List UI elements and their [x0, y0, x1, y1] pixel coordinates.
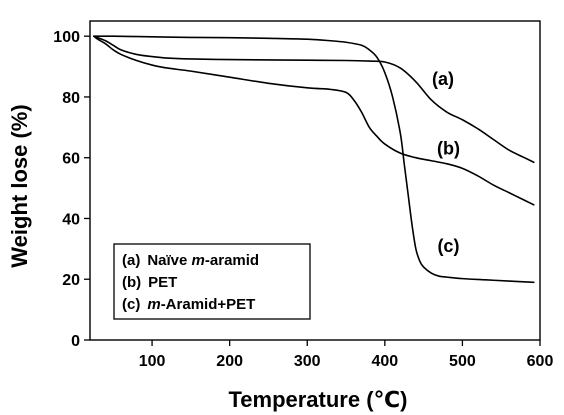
x-tick-label-200: 200 [216, 353, 243, 370]
ticks: 100 200 300 400 500 600 0 20 40 60 80 100 [53, 29, 553, 370]
series-line-c [93, 35, 535, 284]
y-tick-label-60: 60 [62, 151, 80, 168]
x-tick-label-100: 100 [139, 353, 166, 370]
legend: (a) Naïve m-aramid (b) PET (c) m-Aramid+PET [113, 243, 311, 320]
x-axis-title: Temperature (℃) [228, 387, 407, 412]
legend-box [113, 243, 311, 320]
x-tick-label-500: 500 [449, 353, 476, 370]
legend-entry-c-suffix: -Aramid+PET [161, 296, 256, 313]
legend-entry-a-prefix: Naïve [147, 252, 191, 269]
y-tick-label-40: 40 [62, 211, 80, 228]
x-tick-label-400: 400 [371, 353, 398, 370]
y-axis-title: Weight lose (%) [7, 104, 32, 267]
x-tick-label-300: 300 [294, 353, 321, 370]
y-tick-label-20: 20 [62, 272, 80, 289]
series-line-a [93, 35, 535, 164]
series-line-b [93, 35, 535, 206]
plot-frame [89, 20, 541, 341]
legend-entry-a-em: m [192, 252, 205, 269]
series-lines [93, 35, 535, 284]
axes [89, 20, 541, 341]
y-tick-label-0: 0 [71, 333, 80, 350]
legend-entry-c-tag: (c) [122, 296, 140, 313]
legend-entry-b-prefix: PET [148, 274, 177, 291]
legend-entry-b: (b) PET [122, 274, 177, 291]
legend-entry-b-tag: (b) [122, 274, 141, 291]
legend-entry-c-em: m [147, 296, 160, 313]
legend-entry-c: (c) m-Aramid+PET [122, 296, 255, 313]
curve-label-a: (a) [432, 69, 454, 89]
x-tick-label-600: 600 [527, 353, 554, 370]
legend-entry-a-tag: (a) [122, 252, 140, 269]
y-tick-label-80: 80 [62, 90, 80, 107]
curve-label-b: (b) [437, 139, 460, 159]
legend-entry-a: (a) Naïve m-aramid [122, 252, 259, 269]
legend-entry-a-suffix: -aramid [205, 252, 259, 269]
curve-label-c: (c) [437, 236, 459, 256]
curve-annotations: (a) (b) (c) [432, 69, 460, 256]
y-tick-label-100: 100 [53, 29, 80, 46]
